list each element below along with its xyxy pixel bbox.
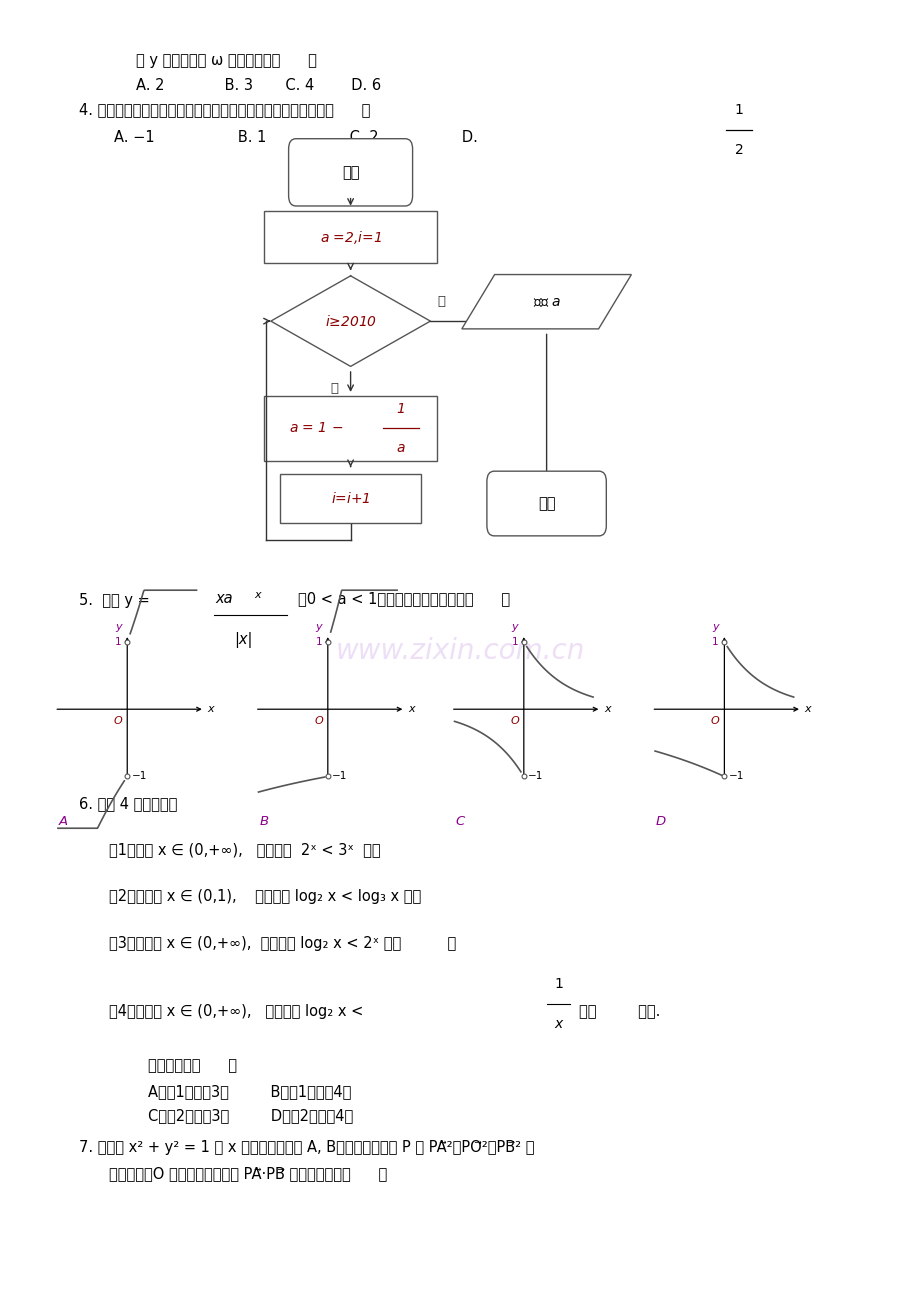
Text: $a$ =2,$i$=1: $a$ =2,$i$=1 (319, 229, 381, 246)
Text: $i$≥2010: $i$≥2010 (324, 314, 376, 328)
Text: 1: 1 (711, 637, 718, 647)
Text: O: O (710, 716, 719, 725)
Text: （0 < a < 1）的图象的大致形状是（      ）: （0 < a < 1）的图象的大致形状是（ ） (298, 591, 509, 607)
Text: 1: 1 (511, 637, 517, 647)
Text: 2: 2 (733, 143, 743, 156)
Text: y: y (511, 621, 517, 631)
Text: O: O (314, 716, 323, 725)
Text: A. −1                  B. 1                  C. 2                  D.: A. −1 B. 1 C. 2 D. (113, 130, 482, 145)
Text: 否: 否 (330, 381, 338, 395)
Text: −1: −1 (528, 772, 543, 781)
Text: 是: 是 (437, 296, 445, 309)
Text: x: x (554, 1017, 562, 1031)
Text: 5.  函数 y =: 5. 函数 y = (79, 592, 150, 608)
Text: 成立         ．．.: 成立 ．．. (578, 1004, 659, 1019)
Text: y: y (711, 621, 718, 631)
Text: A. 2             B. 3       C. 4        D. 6: A. 2 B. 3 C. 4 D. 6 (136, 78, 381, 92)
Text: $a$: $a$ (395, 441, 405, 456)
Text: −1: −1 (131, 772, 147, 781)
Text: 等比数列（O 为坐标原点），则 PA⃗·PB⃗ 的取値范围为（      ）: 等比数列（O 为坐标原点），则 PA⃗·PB⃗ 的取値范围为（ ） (108, 1165, 387, 1181)
Text: www.zixin.com.cn: www.zixin.com.cn (335, 637, 584, 665)
Text: 1: 1 (396, 401, 404, 415)
Text: x: x (408, 704, 414, 715)
Text: 开始: 开始 (342, 165, 359, 180)
Text: x: x (208, 704, 214, 715)
Text: 真命题的是（      ）: 真命题的是（ ） (148, 1059, 237, 1074)
Text: 4. 已知某程序框图如下图所示，则执行该程序后输出的结果是（      ）: 4. 已知某程序框图如下图所示，则执行该程序后输出的结果是（ ） (79, 103, 369, 117)
Text: 结束: 结束 (538, 496, 555, 510)
Text: x: x (604, 704, 610, 715)
Text: 6. 下列 4 个命题中：: 6. 下列 4 个命题中： (79, 796, 177, 811)
Text: C．（2）、（3）         D．（2）、（4）: C．（2）、（3） D．（2）、（4） (148, 1108, 353, 1122)
Text: xa: xa (215, 591, 233, 607)
Text: 7. 已知圆 x² + y² = 1 与 x 轴的两个交点为 A, B，若圆内的动点 P 使 PA⃗²，PO⃗²，PB⃗² 成: 7. 已知圆 x² + y² = 1 与 x 轴的两个交点为 A, B，若圆内的… (79, 1141, 534, 1155)
Text: 输出 $a$: 输出 $a$ (532, 294, 560, 309)
Bar (264, 396, 437, 461)
Text: y: y (115, 621, 121, 631)
Text: y: y (315, 621, 322, 631)
Text: x: x (804, 704, 811, 715)
Text: 1: 1 (553, 978, 562, 991)
Text: 1: 1 (115, 637, 121, 647)
Text: （3）任意的 x ∈ (0,+∞),  使不等式 log₂ x < 2ˣ 成立          ．: （3）任意的 x ∈ (0,+∞), 使不等式 log₂ x < 2ˣ 成立 ． (108, 936, 456, 950)
Text: $i$=$i$+1: $i$=$i$+1 (331, 491, 370, 506)
Polygon shape (461, 275, 630, 329)
Bar (279, 474, 421, 523)
Text: O: O (114, 716, 122, 725)
Text: （1）存在 x ∈ (0,+∞),   使不等式  2ˣ < 3ˣ  成立: （1）存在 x ∈ (0,+∞), 使不等式 2ˣ < 3ˣ 成立 (108, 842, 380, 858)
FancyBboxPatch shape (289, 139, 412, 206)
Text: A．（1）、（3）         B．（1）、（4）: A．（1）、（3） B．（1）、（4） (148, 1085, 351, 1099)
Text: B: B (259, 815, 268, 828)
Text: x: x (254, 590, 260, 600)
Text: |x|: |x| (233, 631, 252, 647)
Text: 1: 1 (315, 637, 322, 647)
Text: 于 y 轴对称，则 ω 的值可能为（      ）: 于 y 轴对称，则 ω 的值可能为（ ） (136, 53, 317, 68)
Text: 1: 1 (733, 103, 743, 117)
Text: −1: −1 (332, 772, 347, 781)
Text: −1: −1 (728, 772, 743, 781)
Text: $a$ = 1 −: $a$ = 1 − (289, 422, 343, 435)
Text: A: A (59, 815, 68, 828)
Text: （4）任意的 x ∈ (0,+∞),   使不等式 log₂ x <: （4）任意的 x ∈ (0,+∞), 使不等式 log₂ x < (108, 1004, 363, 1019)
FancyBboxPatch shape (486, 471, 606, 536)
Text: C: C (455, 815, 464, 828)
Bar (264, 211, 437, 263)
Text: O: O (510, 716, 518, 725)
Text: （2）不存在 x ∈ (0,1),    使不等式 log₂ x < log₃ x 成立: （2）不存在 x ∈ (0,1), 使不等式 log₂ x < log₃ x 成… (108, 889, 421, 904)
Text: D: D (655, 815, 665, 828)
